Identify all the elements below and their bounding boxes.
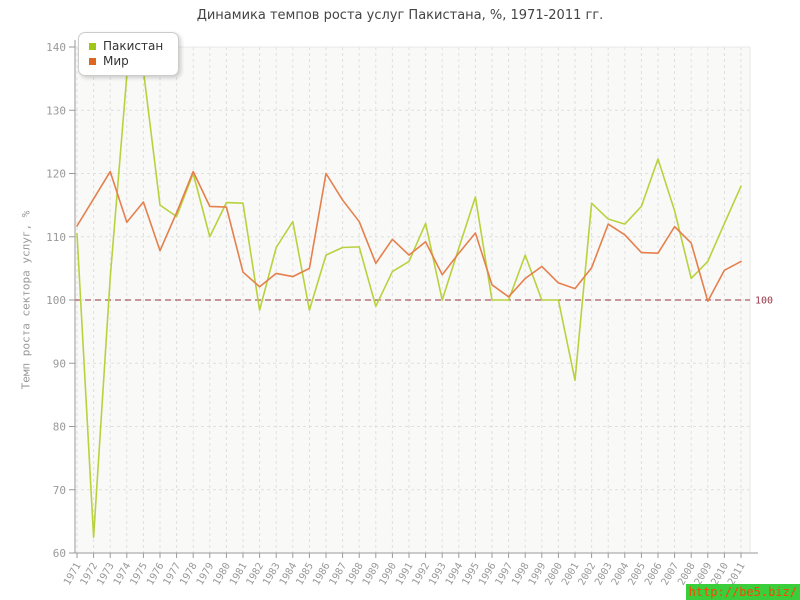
y-tick-label: 70	[53, 484, 66, 497]
world-series-swatch-icon	[89, 58, 96, 65]
y-tick-label: 120	[46, 168, 66, 181]
y-tick-label: 60	[53, 547, 66, 560]
pakistan-series-line	[76, 69, 742, 538]
y-tick-label: 140	[46, 41, 66, 54]
y-tick-label: 110	[46, 231, 66, 244]
reference-line-label: 100	[755, 296, 773, 307]
y-tick-label: 80	[53, 421, 66, 434]
y-axis-title: Темп роста сектора услуг, %	[19, 210, 33, 390]
y-tick-label: 130	[46, 104, 66, 117]
legend-item-pakistan: Пакистан	[89, 39, 163, 54]
legend-item-world: Мир	[89, 54, 163, 69]
y-tick-label: 90	[53, 357, 66, 370]
chart-legend: Пакистан Мир	[78, 32, 180, 76]
pakistan-series-swatch-icon	[89, 43, 96, 50]
chart-title: Динамика темпов роста услуг Пакистана, %…	[196, 8, 604, 23]
world-series-line	[76, 170, 742, 303]
watermark-link[interactable]: http://be5.biz/	[685, 584, 800, 600]
y-tick-label: 100	[46, 294, 66, 307]
legend-label-pakistan: Пакистан	[103, 39, 164, 53]
legend-label-world: Мир	[103, 54, 129, 68]
